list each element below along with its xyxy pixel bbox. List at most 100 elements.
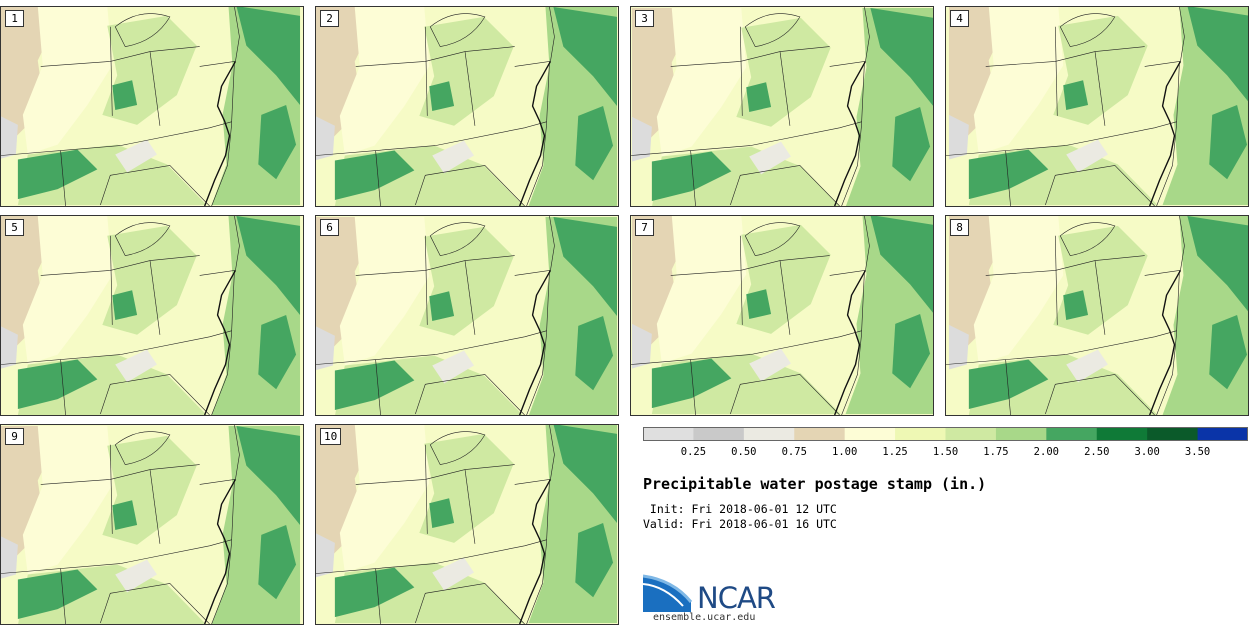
colorbar-segment (794, 427, 846, 441)
ensemble-member-panel-10: 10 (315, 424, 619, 625)
pw-contour-region (575, 315, 614, 391)
coastline (834, 61, 867, 206)
pw-contour-region (1, 116, 18, 159)
precipitable-water-map (1, 7, 301, 206)
colorbar-tick-label: 0.75 (781, 446, 807, 458)
pw-contour-region (1, 425, 50, 572)
ensemble-member-panel-9: 9 (0, 424, 304, 625)
state-boundary (415, 374, 525, 415)
pw-contour-region (749, 141, 791, 175)
init-time: Init: Fri 2018-06-01 12 UTC (643, 502, 837, 516)
state-boundary (60, 150, 66, 206)
pw-contour-region (334, 360, 415, 411)
pw-contour-region (112, 500, 138, 530)
pw-contour-region (429, 498, 455, 528)
precipitable-water-map (1, 425, 301, 624)
colorbar-segment (844, 427, 896, 441)
state-boundary (114, 431, 171, 465)
state-boundary (1045, 165, 1155, 206)
state-boundary (549, 216, 555, 271)
coastline (204, 270, 237, 415)
state-boundary (40, 46, 200, 67)
pw-contour-region (316, 533, 335, 578)
colorbar-segment (1046, 427, 1098, 441)
state-boundary (316, 539, 547, 574)
state-boundary (690, 150, 696, 206)
state-boundary (1144, 270, 1180, 415)
state-boundary (1094, 260, 1106, 335)
pw-contour-region (948, 216, 1001, 365)
pw-contour-region (553, 7, 618, 107)
state-boundary (464, 51, 476, 126)
ensemble-member-panel-6: 6 (315, 215, 619, 416)
state-boundary (864, 7, 870, 62)
precipitable-water-map (946, 7, 1248, 206)
precipitable-water-map (946, 216, 1248, 415)
state-boundary (40, 464, 200, 485)
pw-contour-region (316, 7, 367, 155)
pw-contour-region (553, 425, 618, 524)
state-boundary (549, 425, 555, 480)
pw-contour-region (656, 216, 747, 364)
colorbar-tick-label: 0.50 (731, 446, 757, 458)
colorbar-border (643, 427, 1248, 441)
state-boundary (1094, 51, 1106, 126)
coastline (1149, 270, 1182, 415)
pw-contour-region (236, 216, 301, 316)
state-boundary (424, 26, 428, 116)
ensemble-member-panel-7: 7 (630, 215, 934, 416)
source-url: ensemble.ucar.edu (653, 612, 756, 623)
state-boundary (779, 51, 791, 126)
state-boundary (670, 255, 830, 276)
state-boundary (1005, 359, 1011, 415)
pw-contour-region (1, 326, 18, 369)
pw-contour-region (334, 567, 415, 618)
state-boundary (199, 479, 235, 624)
state-boundary (549, 7, 555, 62)
state-boundary (109, 26, 113, 116)
pw-contour-region (115, 139, 157, 173)
state-boundary (415, 165, 525, 206)
state-boundary (985, 46, 1145, 67)
precipitable-water-map (631, 7, 933, 206)
state-boundary (1, 539, 232, 574)
colorbar-tick-label: 2.50 (1084, 446, 1110, 458)
coastline (204, 479, 237, 624)
pw-contour-region (1063, 290, 1089, 320)
pw-contour-region (17, 149, 98, 200)
pw-contour-region (1209, 105, 1248, 180)
chart-title: Precipitable water postage stamp (in.) (643, 475, 987, 493)
state-boundary (114, 13, 171, 47)
ensemble-member-panel-3: 3 (630, 6, 934, 207)
pw-contour-region (631, 216, 684, 364)
state-boundary (514, 61, 550, 206)
ncar-logo-text: NCAR (697, 581, 776, 615)
state-boundary (1054, 235, 1058, 325)
precipitable-water-map (316, 216, 618, 415)
coastline (1149, 61, 1182, 206)
coastline (204, 61, 237, 206)
member-label: 1 (5, 10, 24, 27)
state-boundary (149, 469, 161, 544)
pw-contour-region (870, 7, 933, 106)
pw-contour-region (656, 7, 747, 157)
state-boundary (514, 270, 550, 415)
pw-contour-region (948, 324, 969, 370)
pw-contour-region (316, 326, 335, 371)
member-label: 10 (320, 428, 342, 445)
colorbar-segment (995, 427, 1047, 441)
pw-contour-region (1187, 7, 1248, 102)
state-boundary (60, 359, 66, 415)
state-boundary (234, 425, 240, 480)
state-boundary (1054, 26, 1058, 116)
state-boundary (514, 479, 550, 624)
state-boundary (415, 583, 525, 624)
pw-contour-region (892, 314, 931, 389)
state-boundary (355, 464, 515, 485)
pw-contour-region (651, 358, 732, 409)
pw-contour-region (112, 290, 138, 320)
member-label: 5 (5, 219, 24, 236)
state-boundary (429, 222, 486, 256)
state-boundary (109, 444, 113, 534)
state-boundary (779, 260, 791, 335)
